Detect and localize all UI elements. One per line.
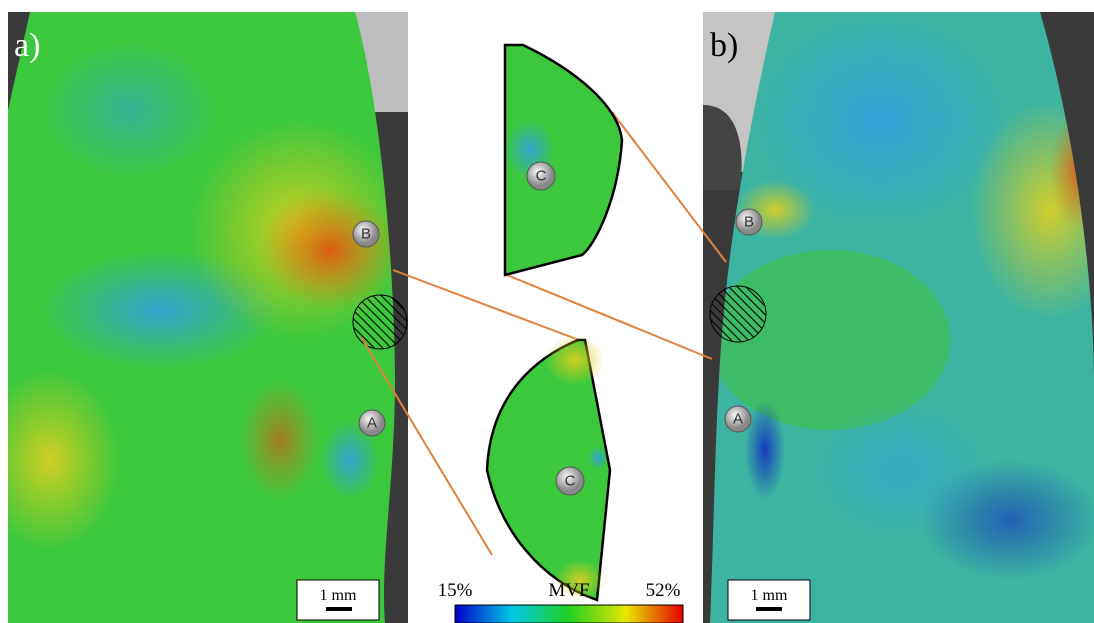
scale-bar: 1 mm [728, 580, 810, 620]
colorbar-title: MVF [548, 580, 589, 601]
label: A [733, 411, 743, 428]
label: B [361, 226, 371, 243]
panel-b: b) B A 1 mm [703, 10, 1094, 623]
colorbar-min: 15% [438, 580, 473, 601]
label: B [744, 214, 754, 231]
inset-top: C [505, 45, 622, 275]
marker: A [725, 406, 751, 432]
inset-bottom: C [487, 335, 610, 600]
label: A [367, 415, 377, 432]
scale-bar: 1 mm [297, 580, 379, 620]
marker: C [556, 467, 584, 495]
panel-a: a) B A 1 mm [0, 12, 410, 623]
panel-label: b) [710, 27, 738, 64]
marker: B [736, 209, 762, 235]
label: 1 mm [320, 587, 357, 604]
figure: a) B A 1 mm b) B A 1 mm C C 15 [0, 0, 1094, 623]
marker: B [353, 221, 379, 247]
label: 1 mm [751, 587, 788, 604]
panel-label: a) [14, 27, 40, 64]
label: C [536, 168, 547, 185]
label: C [565, 473, 576, 490]
marker: A [359, 410, 385, 436]
colorbar: 15% MVF 52% [438, 580, 683, 623]
colorbar-max: 52% [646, 580, 681, 601]
marker: C [527, 162, 555, 190]
